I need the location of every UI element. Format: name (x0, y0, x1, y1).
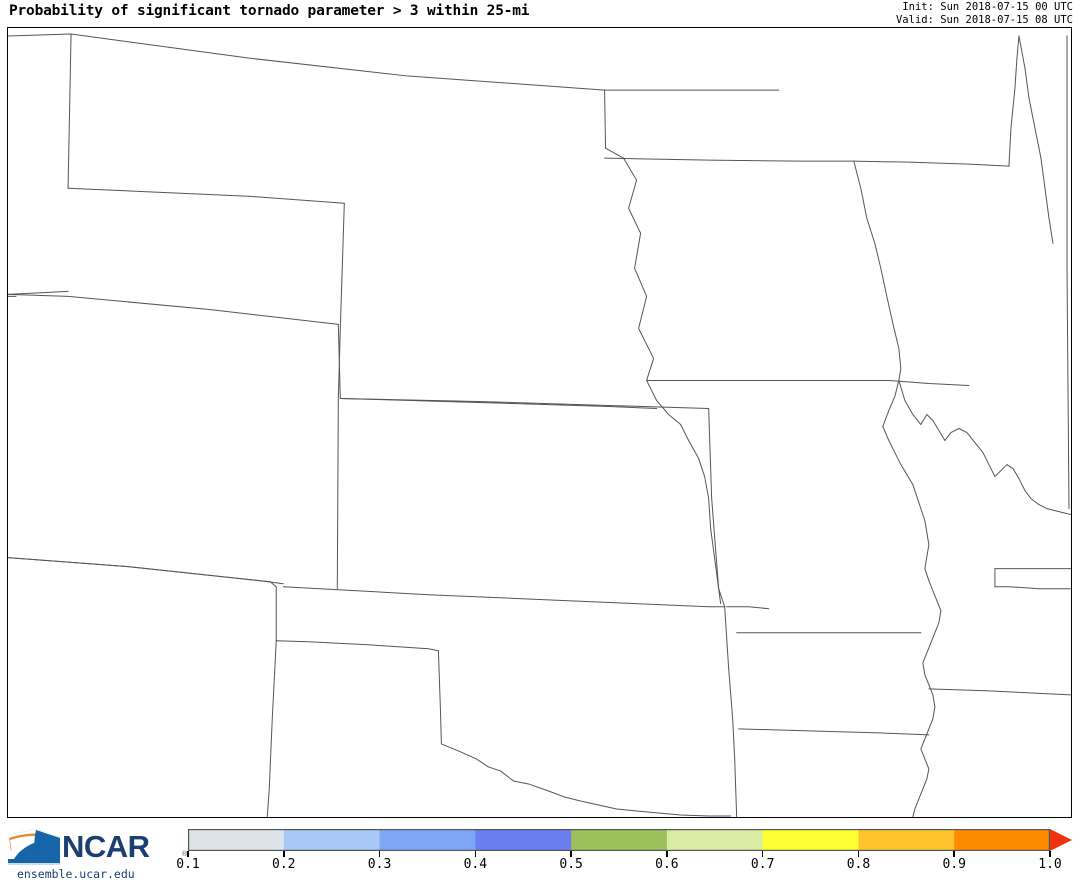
init-time-label: Init: Sun 2018-07-15 00 UTC (902, 1, 1073, 13)
footer-bar: NCAR ® ensemble.ucar.edu 0.1 0.2 0.3 0.4 0.5… (0, 818, 1080, 887)
colorbar-tick-mark (570, 851, 572, 857)
ncar-logo: NCAR ® ensemble.ucar.edu (6, 829, 187, 881)
colorbar-tick-label: 0.6 (655, 857, 679, 872)
colorbar-tick-mark (474, 851, 477, 857)
header-bar: Probability of significant tornado param… (0, 0, 1080, 27)
colorbar-tick-label: 0.9 (942, 857, 966, 872)
colorbar-tick-label: 0.5 (559, 857, 583, 872)
valid-time-label: Valid: Sun 2018-07-15 08 UTC (895, 13, 1073, 26)
colorbar-tick-label: 0.1 (176, 857, 200, 872)
colorbar-tick-label: 0.2 (272, 857, 296, 872)
colorbar-tick-mark (187, 851, 189, 857)
colorbar-band (188, 829, 285, 851)
colorbar-tick-mark (761, 851, 764, 857)
registered-mark-icon: ® (182, 851, 188, 858)
colorbar-tick-label: 0.8 (846, 857, 871, 872)
colorbar-band (379, 829, 476, 851)
colorbar-tick-label: 0.3 (367, 857, 392, 872)
ensemble-url-label: ensemble.ucar.edu (17, 867, 135, 881)
colorbar-band (475, 829, 572, 851)
colorbar-tick-mark (282, 851, 285, 857)
forecast-timestamps: Init: Sun 2018-07-15 00 UTC Valid: Sun 2… (896, 1, 1073, 26)
colorbar-tick-label: 0.4 (463, 857, 488, 872)
map-state-boundaries (8, 33, 1071, 817)
map-panel[interactable] (7, 27, 1072, 818)
colorbar-tick-mark (857, 851, 860, 857)
colorbar: 0.1 0.2 0.3 0.4 0.5 0.6 0.7 0.8 0.9 1.0 (176, 829, 1072, 881)
colorbar-tick-mark (666, 851, 668, 857)
colorbar-band (762, 829, 859, 851)
ncar-logo-mark-icon (8, 829, 60, 865)
colorbar-band (858, 829, 955, 851)
colorbar-band (666, 829, 764, 851)
colorbar-band (954, 829, 1051, 851)
colorbar-tick-mark (1049, 851, 1051, 857)
colorbar-tick-label: 0.7 (750, 857, 775, 872)
ncar-wordmark: NCAR (62, 829, 150, 864)
colorbar-band (571, 829, 668, 851)
colorbar-tick-mark (953, 851, 956, 857)
colorbar-overflow-arrow (1050, 829, 1072, 851)
page-title: Probability of significant tornado param… (9, 3, 530, 19)
colorbar-band (283, 829, 381, 851)
colorbar-tick-mark (378, 851, 381, 857)
colorbar-tick-label: 1.0 (1038, 857, 1062, 872)
colorbar-gradient (188, 829, 1072, 851)
colorbar-tick-axis: 0.1 0.2 0.3 0.4 0.5 0.6 0.7 0.8 0.9 1.0 (176, 851, 1072, 881)
